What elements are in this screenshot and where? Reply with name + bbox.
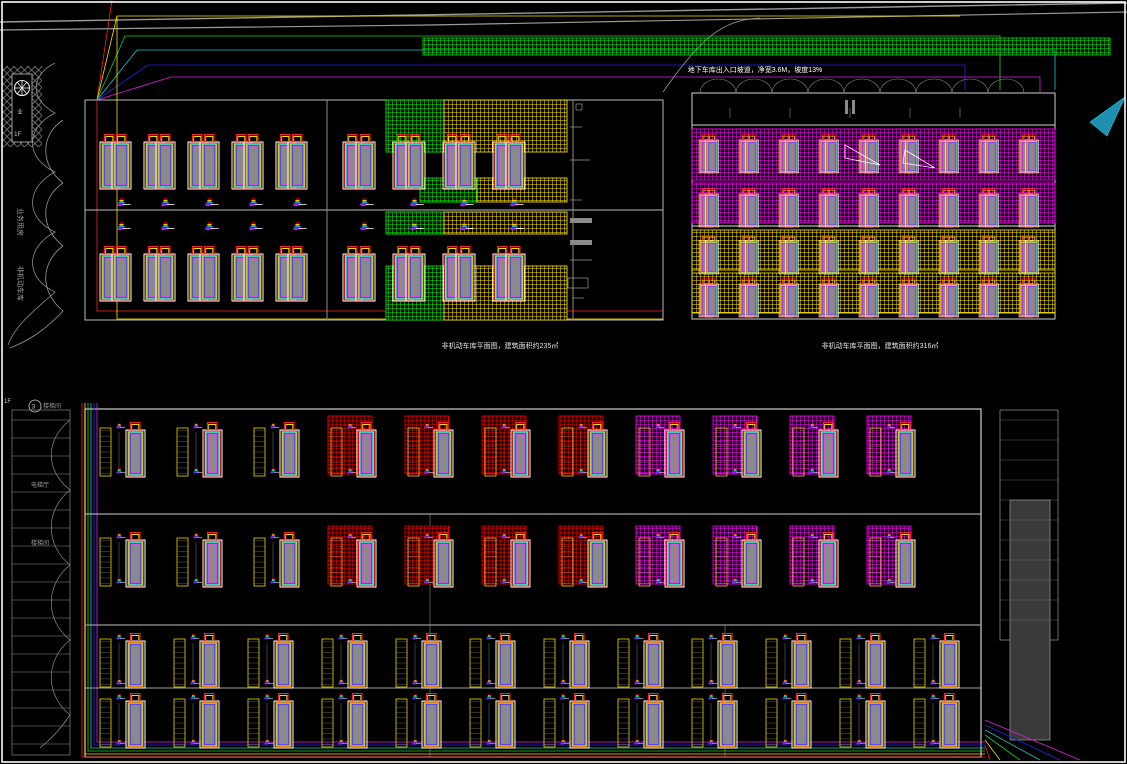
svg-text:楼梯间: 楼梯间: [31, 539, 49, 547]
svg-text:业: 业: [17, 108, 23, 116]
svg-text:非机动车库平面图，建筑面积约316㎡: 非机动车库平面图，建筑面积约316㎡: [822, 341, 939, 350]
svg-text:非机动车库平面图，建筑面积约235㎡: 非机动车库平面图，建筑面积约235㎡: [442, 341, 559, 350]
svg-text:业务用房: 业务用房: [16, 208, 25, 236]
svg-text:3: 3: [32, 404, 36, 411]
svg-text:楼梯间: 楼梯间: [43, 402, 61, 410]
svg-text:1F: 1F: [14, 131, 22, 138]
svg-text:地下车库出入口坡道，净宽3.6M，坡度13%: 地下车库出入口坡道，净宽3.6M，坡度13%: [688, 65, 823, 74]
svg-text:非机动车库: 非机动车库: [16, 266, 25, 301]
svg-text:电梯厅: 电梯厅: [31, 481, 49, 489]
svg-text:1F: 1F: [4, 399, 11, 405]
